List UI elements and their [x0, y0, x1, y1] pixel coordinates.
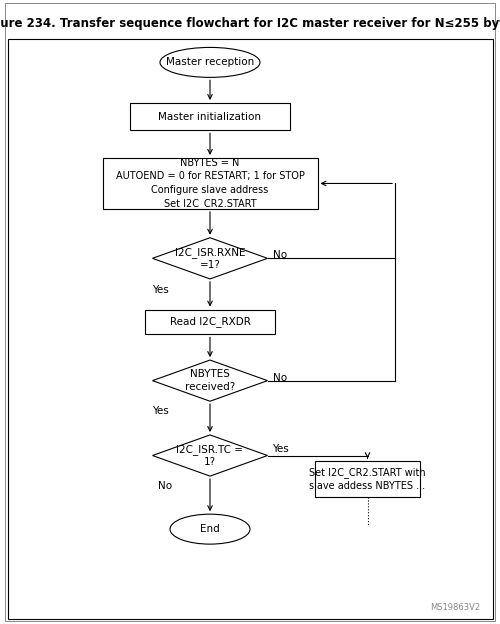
- Polygon shape: [152, 435, 268, 476]
- Ellipse shape: [160, 47, 260, 77]
- Text: I2C_ISR.RXNE
=1?: I2C_ISR.RXNE =1?: [175, 246, 245, 270]
- Ellipse shape: [170, 514, 250, 544]
- Text: Master reception: Master reception: [166, 57, 254, 67]
- Text: No: No: [158, 481, 172, 491]
- Text: Read I2C_RXDR: Read I2C_RXDR: [170, 316, 250, 328]
- Text: End: End: [200, 524, 220, 534]
- Text: Yes: Yes: [272, 444, 289, 454]
- Text: I2C_ISR.TC =
1?: I2C_ISR.TC = 1?: [176, 444, 244, 467]
- Text: Yes: Yes: [152, 406, 168, 416]
- Polygon shape: [152, 360, 268, 401]
- FancyBboxPatch shape: [145, 310, 275, 334]
- Text: Yes: Yes: [152, 285, 168, 295]
- FancyBboxPatch shape: [130, 103, 290, 130]
- Text: NBYTES
received?: NBYTES received?: [185, 369, 235, 392]
- Text: No: No: [272, 250, 286, 260]
- Polygon shape: [152, 238, 268, 279]
- FancyBboxPatch shape: [315, 461, 420, 497]
- Text: MS19863V2: MS19863V2: [430, 603, 480, 612]
- Text: NBYTES = N
AUTOEND = 0 for RESTART; 1 for STOP
Configure slave address
Set I2C_C: NBYTES = N AUTOEND = 0 for RESTART; 1 fo…: [116, 158, 304, 208]
- Text: Master initialization: Master initialization: [158, 112, 262, 122]
- Text: Set I2C_CR2.START with
slave addess NBYTES ...: Set I2C_CR2.START with slave addess NBYT…: [309, 467, 426, 491]
- Text: Figure 234. Transfer sequence flowchart for I2C master receiver for N≤255 bytes: Figure 234. Transfer sequence flowchart …: [0, 17, 500, 31]
- Text: No: No: [272, 373, 286, 383]
- FancyBboxPatch shape: [102, 158, 318, 209]
